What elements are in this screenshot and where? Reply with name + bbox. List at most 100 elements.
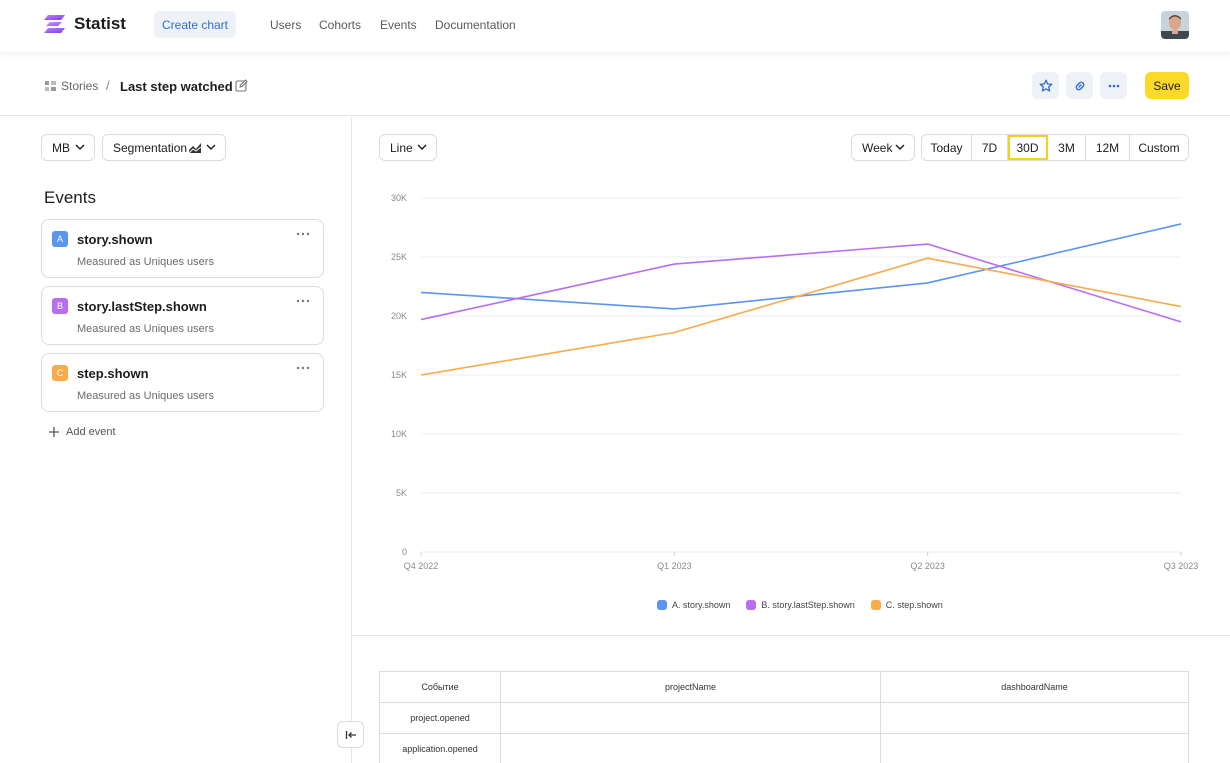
event-name: story.lastStep.shown [77, 299, 207, 314]
y-tick-label: 20K [391, 311, 407, 321]
date-range-selector: Today 7D 30D 3M 12M Custom [921, 134, 1189, 161]
more-horizontal-icon [1108, 84, 1119, 87]
range-today[interactable]: Today [922, 135, 972, 160]
table-header-row: Событие projectName dashboardName [379, 671, 1189, 703]
collapse-panel-button[interactable] [337, 721, 364, 748]
table-row: project.opened [379, 702, 1189, 734]
event-measure: Measured as Uniques users [77, 256, 214, 268]
add-event-button[interactable]: Add event [48, 426, 116, 438]
x-tick-label: Q3 2023 [1164, 561, 1199, 571]
legend-label: C. step.shown [885, 600, 943, 610]
event-badge: A [52, 231, 68, 247]
range-12m[interactable]: 12M [1086, 135, 1130, 160]
y-tick-label: 30K [391, 193, 407, 203]
x-tick-label: Q2 2023 [910, 561, 945, 571]
metric-dropdown[interactable]: MB [41, 134, 95, 161]
collapse-left-icon [345, 730, 356, 739]
avatar-image [1161, 11, 1189, 39]
star-icon [1039, 79, 1052, 92]
column-header[interactable]: Событие [379, 671, 501, 703]
chart-type-label: Line [390, 140, 413, 155]
series-line-c[interactable] [420, 257, 1182, 376]
table-cell [500, 733, 881, 763]
interval-label: Week [862, 140, 893, 155]
range-custom[interactable]: Custom [1138, 140, 1180, 155]
create-chart-button[interactable]: Create chart [154, 11, 236, 38]
breadcrumb-stories-label: Stories [61, 79, 99, 93]
legend-swatch [657, 600, 667, 610]
nav-link-cohorts[interactable]: Cohorts [319, 18, 362, 32]
y-tick-label: 10K [391, 429, 407, 439]
event-badge: C [52, 365, 68, 381]
table-cell [500, 702, 881, 734]
nav-link-events[interactable]: Events [380, 18, 417, 32]
chevron-down-icon [206, 144, 216, 151]
table-cell: project.opened [379, 702, 501, 734]
breadcrumb-bar: Stories / Last step watched Save [0, 52, 1230, 116]
section-divider [352, 635, 1230, 636]
x-tick-label: Q4 2022 [404, 561, 439, 571]
legend-label: B. story.lastStep.shown [761, 600, 855, 610]
more-horizontal-icon[interactable] [296, 297, 310, 305]
save-button[interactable]: Save [1145, 72, 1189, 99]
column-header[interactable]: dashboardName [880, 671, 1189, 703]
event-name: step.shown [77, 366, 149, 381]
event-card-b[interactable]: B story.lastStep.shown Measured as Uniqu… [41, 286, 324, 345]
column-header[interactable]: projectName [500, 671, 881, 703]
breadcrumb-separator: / [106, 78, 110, 93]
link-icon [1075, 81, 1084, 90]
x-tick-label: Q1 2023 [657, 561, 692, 571]
app-name: Statist [74, 14, 126, 33]
legend-item-b[interactable]: B. story.lastStep.shown [746, 600, 855, 610]
event-measure: Measured as Uniques users [77, 323, 214, 335]
series-line-b[interactable] [420, 243, 1182, 323]
event-card-c[interactable]: C step.shown Measured as Uniques users [41, 353, 324, 412]
chart-type-dropdown[interactable]: Line [379, 134, 437, 161]
chevron-down-icon [75, 144, 85, 151]
table-row: application.opened [379, 733, 1189, 763]
more-horizontal-icon[interactable] [296, 230, 310, 238]
page-title: Last step watched [120, 79, 233, 94]
line-chart: 0 5K 10K 15K 20K 25K 30K Q4 2022 Q1 2023 Q2 2023 Q… [391, 193, 1199, 571]
range-3m[interactable]: 3M [1048, 135, 1086, 160]
favorite-button[interactable] [1032, 72, 1059, 99]
legend-swatch [870, 600, 881, 610]
chevron-down-icon [895, 144, 905, 151]
chevron-down-icon [417, 144, 427, 151]
y-tick-label: 5K [396, 488, 407, 498]
event-card-a[interactable]: A story.shown Measured as Uniques users [41, 219, 324, 278]
more-options-button[interactable] [1100, 72, 1127, 99]
event-badge: B [52, 298, 68, 314]
nav-link-users[interactable]: Users [270, 18, 302, 32]
y-tick-label: 15K [391, 370, 407, 380]
top-navigation: Statist Create chart Users Cohorts Event… [0, 0, 1230, 52]
nav-link-documentation[interactable]: Documentation [435, 18, 516, 32]
event-measure: Measured as Uniques users [77, 390, 214, 402]
interval-dropdown[interactable]: Week [851, 134, 915, 161]
app-logo[interactable]: Statist [44, 14, 126, 34]
segmentation-dropdown[interactable]: Segmentation [102, 134, 226, 161]
legend-label: A. story.shown [672, 600, 731, 610]
copy-link-button[interactable] [1066, 72, 1093, 99]
breakdown-table: Событие projectName dashboardName projec… [379, 671, 1189, 763]
event-name: story.shown [77, 232, 153, 247]
legend-item-c[interactable]: C. step.shown [870, 600, 943, 610]
legend-item-a[interactable]: A. story.shown [657, 600, 730, 610]
area-chart-icon [188, 143, 202, 154]
metric-dropdown-label: MB [52, 140, 70, 155]
breadcrumb-stories[interactable]: Stories [45, 79, 98, 93]
user-avatar[interactable] [1161, 11, 1189, 39]
range-7d[interactable]: 7D [972, 135, 1008, 160]
segmentation-dropdown-label: Segmentation [113, 140, 188, 155]
y-tick-label: 0 [402, 547, 407, 557]
table-cell: application.opened [379, 733, 501, 763]
panel-divider [351, 117, 352, 763]
legend-swatch [746, 600, 757, 610]
y-tick-label: 25K [391, 252, 407, 262]
plus-icon [49, 427, 59, 437]
more-horizontal-icon[interactable] [296, 364, 310, 372]
range-30d[interactable]: 30D [1008, 135, 1048, 160]
grid-icon [45, 81, 56, 91]
events-heading: Events [44, 188, 96, 207]
edit-icon[interactable] [235, 79, 248, 92]
